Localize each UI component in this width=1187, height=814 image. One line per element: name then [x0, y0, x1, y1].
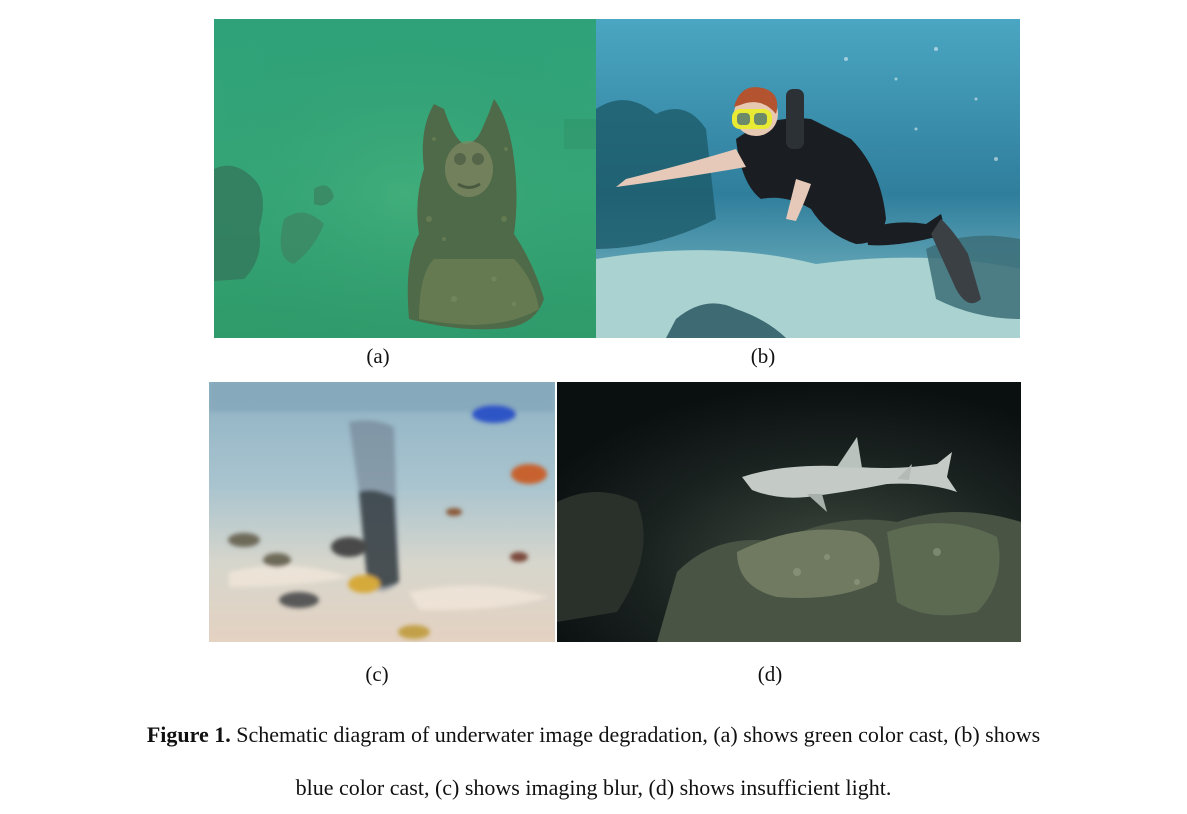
panel-a-label: (a) [366, 344, 390, 368]
panel-d-label: (d) [757, 662, 783, 686]
panel-b-label: (b) [750, 344, 776, 368]
panel-b-blue-cast-image [596, 19, 1020, 338]
panel-c-blur-image [209, 382, 555, 642]
figure-caption-text-1: Schematic diagram of underwater image de… [230, 722, 1041, 747]
panel-a-green-cast-image [214, 19, 596, 338]
figure-caption-line-2: blue color cast, (c) shows imaging blur,… [295, 775, 892, 800]
figure-caption-line-1: Figure 1. Schematic diagram of underwate… [60, 722, 1127, 748]
figure-caption-prefix: Figure 1. [146, 722, 231, 747]
panel-d-low-light-image [557, 382, 1021, 642]
panel-c-label: (c) [365, 662, 389, 686]
